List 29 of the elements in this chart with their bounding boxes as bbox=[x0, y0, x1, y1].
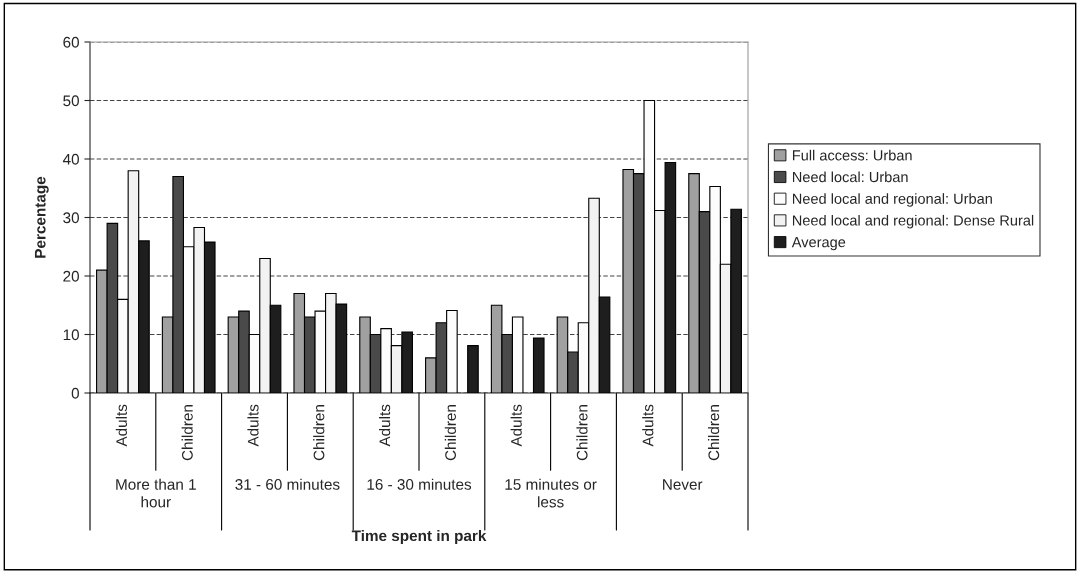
text: More than 1 hour bbox=[116, 478, 196, 508]
x-tick-label: Children bbox=[707, 405, 720, 461]
text: 15 minutes or less bbox=[505, 478, 597, 508]
y-tick-label: 50 bbox=[63, 95, 79, 107]
x-axis-title: Time spent in park bbox=[351, 529, 487, 545]
y-tick-label: 10 bbox=[63, 329, 79, 341]
x-tick-label: Adults bbox=[378, 404, 391, 447]
text: 16 - 30 minutes bbox=[367, 478, 472, 490]
y-tick-label: 20 bbox=[63, 270, 79, 282]
legend-label: Need local: Urban bbox=[792, 171, 908, 183]
x-tick-label: Children bbox=[444, 405, 456, 461]
x-tick-label: Children bbox=[576, 405, 588, 461]
legend-label: Need local and regional: Urban bbox=[792, 193, 992, 207]
x-tick-label: Adults bbox=[642, 404, 654, 447]
text: Never bbox=[663, 479, 703, 490]
y-tick-label: 60 bbox=[63, 36, 79, 48]
x-tick-label: Adults bbox=[115, 404, 127, 447]
y-tick-label: 0 bbox=[71, 387, 79, 399]
y-axis-title: Percentage bbox=[34, 176, 49, 258]
x-tick-label: Adults bbox=[247, 404, 259, 447]
x-tick-label: Children bbox=[181, 405, 193, 461]
x-tick-label: Children bbox=[313, 405, 325, 461]
y-tick-label: 30 bbox=[63, 212, 79, 224]
legend-label: Average bbox=[791, 237, 846, 251]
text: 31 - 60 minutes bbox=[235, 478, 340, 490]
y-tick-label: 40 bbox=[62, 153, 79, 165]
legend-label: Need local and regional: Dense Rural bbox=[792, 214, 1034, 229]
x-tick-label: Adults bbox=[510, 404, 522, 447]
legend-label: Full access: Urban bbox=[792, 149, 912, 161]
